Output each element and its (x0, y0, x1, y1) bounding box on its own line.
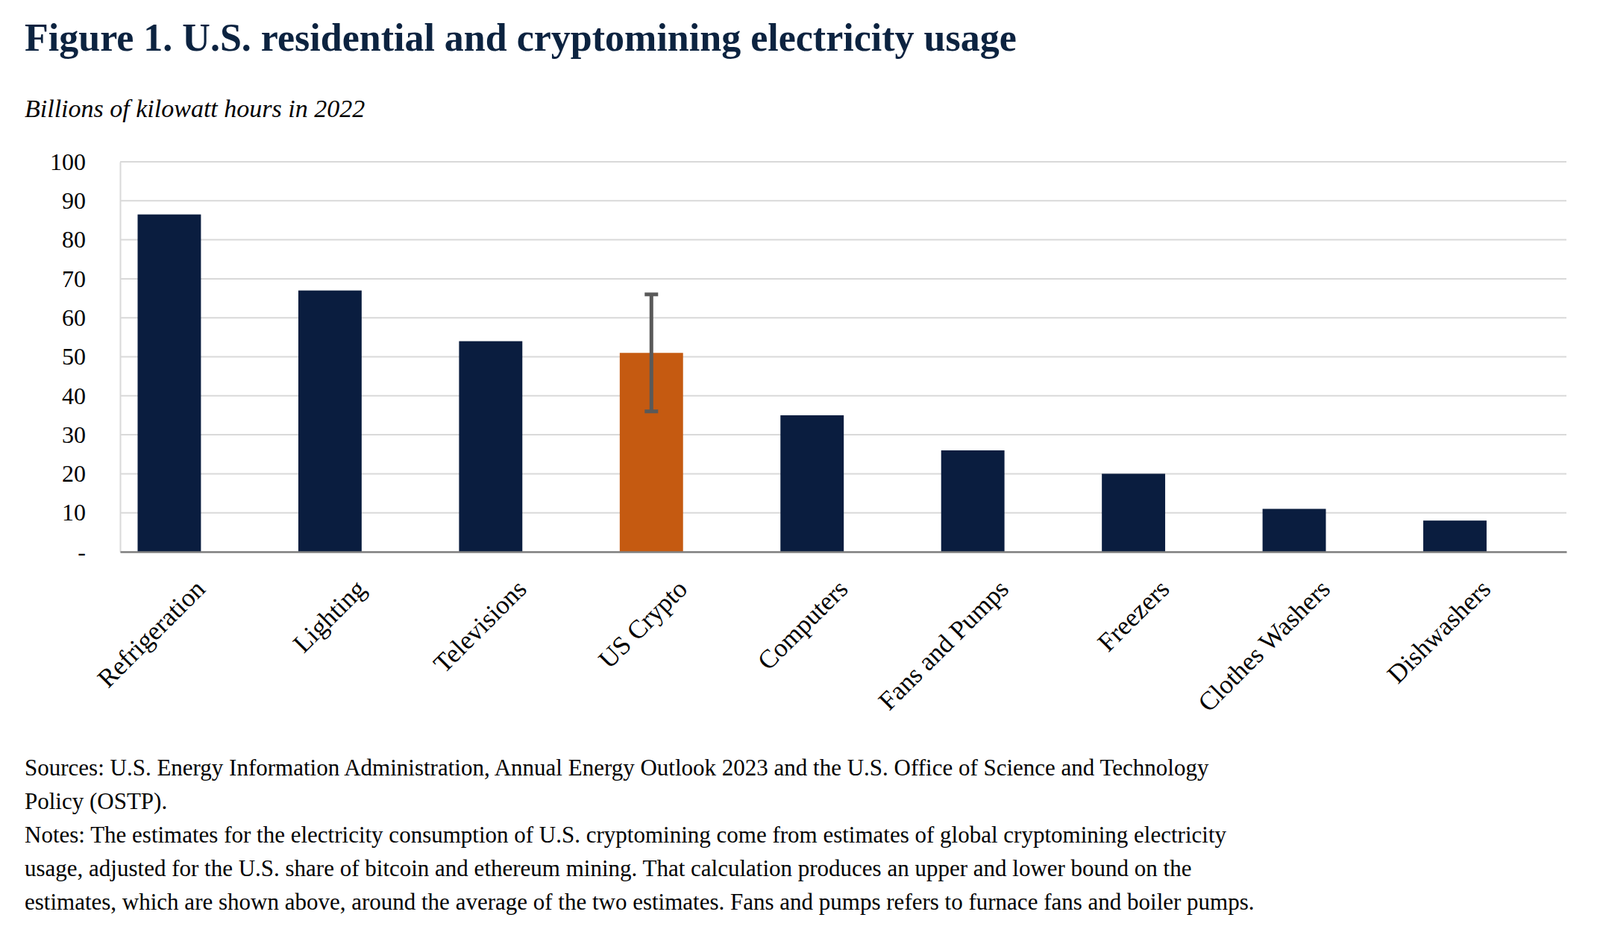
y-tick: 50 (61, 343, 121, 370)
title: Figure 1. U.S. residential and cryptomin… (24, 16, 1017, 59)
bar (1101, 473, 1166, 552)
error-bar-cap (644, 292, 658, 297)
bar (1423, 520, 1487, 552)
x-tick: US Crypto (593, 551, 693, 675)
x-tick: Fans and Pumps (872, 551, 1015, 717)
grid-line (120, 161, 1567, 163)
x-tick: Refrigeration (91, 551, 212, 694)
x-tick-label: Freezers (1092, 574, 1175, 658)
y-tick-label: 80 (61, 226, 86, 253)
grid-line (120, 239, 1567, 241)
x-tick-label: Computers (751, 574, 854, 676)
grid-line (120, 551, 1567, 553)
y-tick: 10 (61, 499, 121, 526)
y-tick-label: 30 (61, 421, 86, 449)
x-tick-label: US Crypto (593, 574, 693, 675)
notes: estimates, which are shown above, around… (24, 889, 1255, 916)
y-tick-label: 60 (61, 304, 86, 332)
grid-line (120, 278, 1567, 280)
y-tick: 60 (61, 304, 121, 332)
x-tick-label: Dishwashers (1381, 574, 1497, 690)
y-tick-label: 70 (61, 265, 86, 293)
error-bar (644, 294, 658, 412)
x-tick-label: Refrigeration (91, 574, 212, 694)
x-tick-label: Televisions (428, 574, 533, 679)
y-tick-label: 20 (61, 460, 86, 488)
y-tick: 90 (61, 187, 121, 215)
y-tick: 80 (61, 226, 121, 253)
x-tick: Lighting (287, 551, 372, 659)
x-tick: Freezers (1092, 551, 1175, 658)
y-tick: 70 (61, 265, 121, 293)
y-tick: 40 (61, 382, 121, 410)
y-tick-label: 100 (49, 148, 86, 176)
x-axis-line (120, 551, 1568, 554)
y-axis: - 10 20 30 40 50 60 70 80 90 100 (49, 148, 121, 566)
y-tick: 30 (61, 421, 121, 449)
x-tick: Clothes Washers (1192, 551, 1336, 718)
y-axis-line (120, 162, 122, 553)
bar (458, 341, 523, 552)
y-tick-label: 90 (61, 187, 86, 215)
x-tick: Televisions (428, 551, 533, 679)
y-tick: 20 (61, 460, 121, 488)
grid (120, 161, 1567, 552)
y-tick-label: 40 (61, 382, 86, 410)
error-bar-line (649, 294, 654, 412)
x-tick-label: Fans and Pumps (872, 574, 1015, 717)
y-tick-label: 10 (61, 499, 86, 526)
x-tick: Computers (751, 551, 854, 676)
notes: usage, adjusted for the U.S. share of bi… (24, 855, 1192, 882)
plot-area (137, 214, 1487, 552)
bar (298, 290, 362, 552)
bar (137, 214, 202, 552)
bar (1262, 508, 1327, 552)
sources: Policy (OSTP). (24, 788, 168, 815)
x-tick-label: Lighting (287, 574, 372, 659)
y-tick-label: 50 (61, 343, 86, 370)
x-tick-label: Clothes Washers (1192, 574, 1336, 718)
y-tick: - (77, 538, 121, 566)
sources: Sources: U.S. Energy Information Adminis… (24, 754, 1210, 781)
bar (780, 415, 844, 552)
chart: Figure 1. U.S. residential and cryptomin… (0, 0, 1600, 938)
y-tick-label: - (77, 538, 86, 566)
notes: Notes: The estimates for the electricity… (24, 822, 1228, 849)
bar (941, 450, 1005, 552)
y-tick: 100 (49, 148, 121, 176)
grid-line (120, 199, 1567, 202)
x-axis: Refrigeration Lighting Televisions US Crypt… (91, 551, 1567, 718)
subtitle: Billions of kilowatt hours in 2022 (24, 94, 365, 123)
x-tick: Dishwashers (1381, 551, 1497, 690)
error-bar-cap (644, 409, 658, 414)
